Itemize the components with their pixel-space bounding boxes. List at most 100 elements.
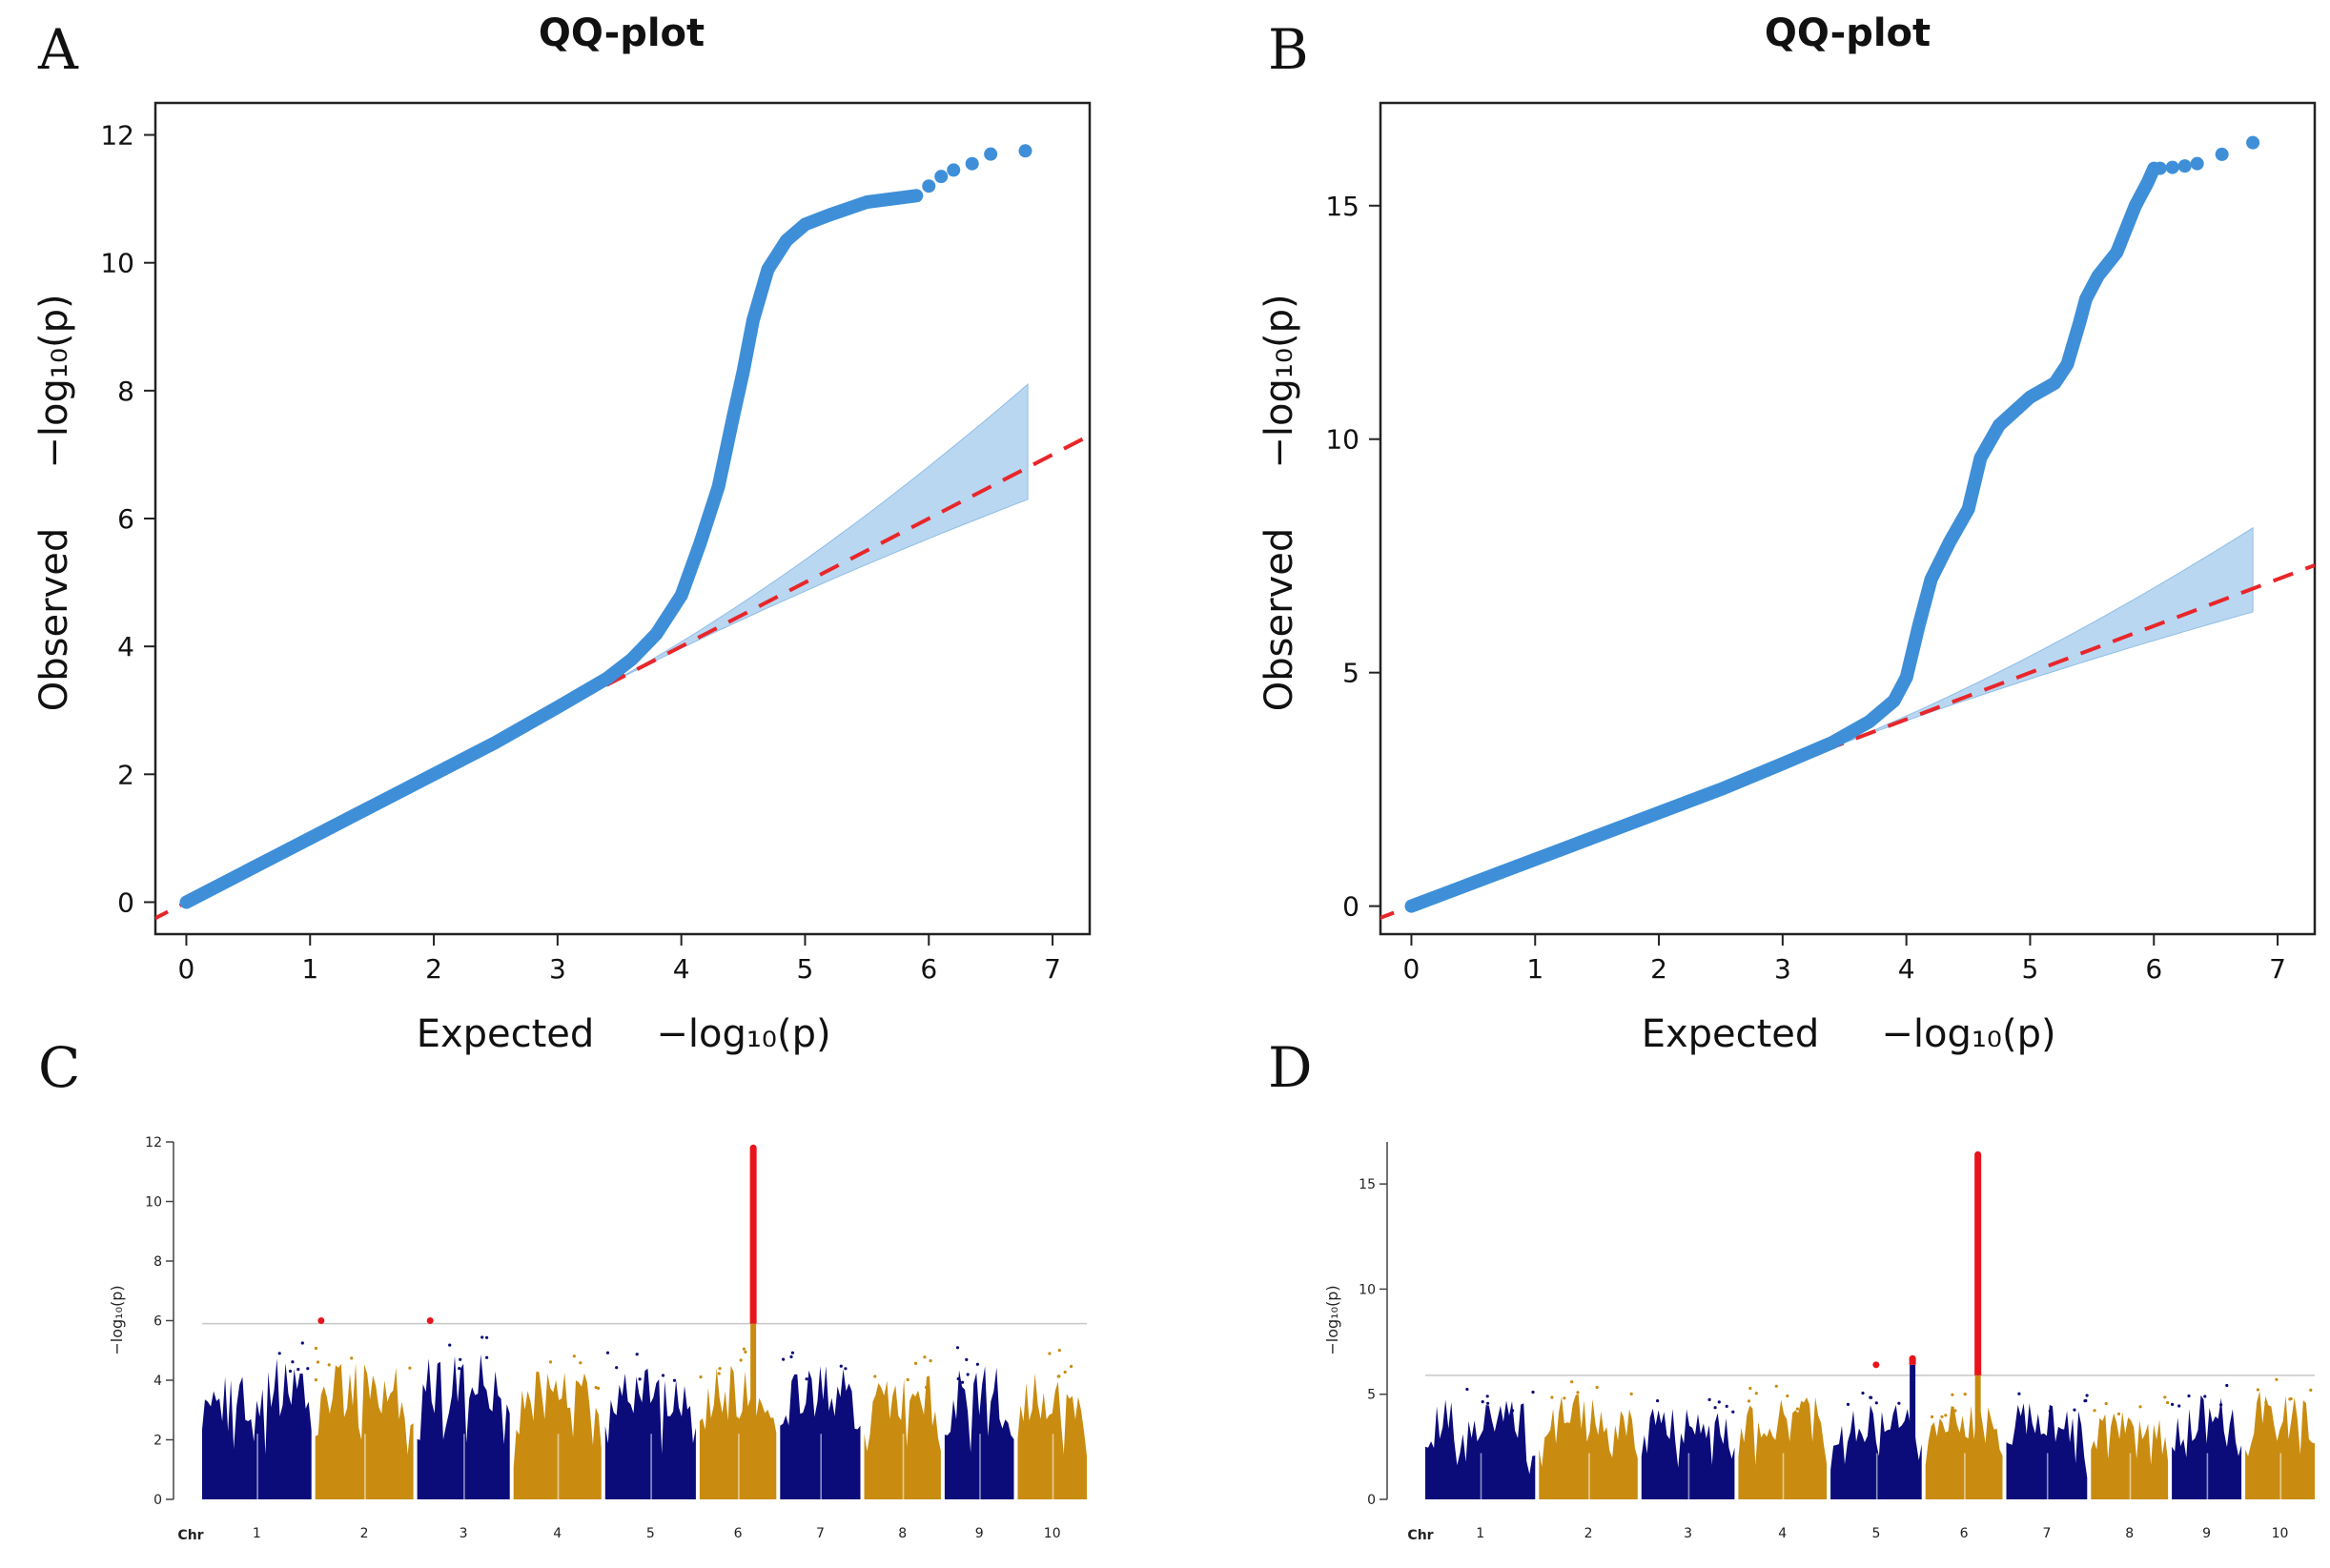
outlier-point-c-4-4 <box>594 1386 598 1390</box>
chromosome-label-d-8: 8 <box>2125 1526 2134 1541</box>
outlier-point-c-4-6 <box>579 1361 582 1365</box>
chromosome-label-c-10: 10 <box>1044 1526 1061 1541</box>
outlier-point-c-7-6 <box>839 1364 843 1368</box>
chromosome-block-c-3 <box>417 1354 510 1499</box>
chromosome-block-d-1 <box>1425 1399 1536 1499</box>
chromosome-label-c-7: 7 <box>816 1526 825 1541</box>
x-axis-ticks-a: 0 1 2 3 4 5 6 7 <box>178 934 1061 985</box>
peak-stem-c-1 <box>750 1323 757 1499</box>
chromosome-notch-d-8 <box>2129 1453 2132 1499</box>
outlier-point-d-7-6 <box>2048 1409 2052 1413</box>
outlier-point-c-6-5 <box>744 1350 747 1354</box>
outlier-point-d-3-5 <box>1731 1410 1735 1414</box>
chromosome-blocks-d <box>1425 1377 2315 1499</box>
chromosome-notch-d-2 <box>1588 1453 1590 1499</box>
outlier-point-d-4-1 <box>1748 1386 1752 1391</box>
chromosome-block-d-6 <box>1925 1405 2003 1499</box>
x-axis-ticks-b: 0 1 2 3 4 5 6 7 <box>1403 934 2286 985</box>
x-tick-label-b-2: 2 <box>1650 953 1667 985</box>
outlier-point-c-10-5 <box>1070 1364 1073 1369</box>
outlier-point-d-8-5 <box>2138 1405 2142 1409</box>
x-tick-label-b-6: 6 <box>2145 953 2162 985</box>
outlier-point-d-6-6 <box>1951 1393 1954 1396</box>
outlier-point-d-8-3 <box>2166 1400 2170 1405</box>
outlier-point-c-9-5 <box>975 1362 979 1366</box>
outlier-point-d-2-2 <box>1563 1396 1566 1400</box>
outlier-point-c-1-6 <box>306 1367 310 1371</box>
y-tick-label-c-10: 10 <box>145 1195 162 1211</box>
outlier-point-c-2-2 <box>408 1366 412 1370</box>
chromosome-label-c-5: 5 <box>646 1526 655 1541</box>
x-tick-label-a-7: 7 <box>1044 953 1061 985</box>
outlier-point-c-1-5 <box>277 1352 281 1355</box>
chromosome-notch-c-9 <box>979 1434 981 1499</box>
outlier-point-d-1-4 <box>1511 1409 1515 1413</box>
observed-point-a-1 <box>922 179 936 193</box>
outlier-point-c-9-4 <box>966 1373 970 1376</box>
qq-title-a: QQ-plot <box>539 11 705 55</box>
x-tick-label-b-3: 3 <box>1774 953 1791 985</box>
outlier-point-d-6-2 <box>1931 1415 1934 1418</box>
outlier-point-d-2-5 <box>1629 1392 1633 1395</box>
chromosome-label-d-10: 10 <box>2272 1526 2289 1541</box>
outlier-point-d-7-1 <box>2073 1408 2076 1412</box>
chromosome-label-c-4: 4 <box>553 1526 562 1541</box>
chromosome-notch-d-6 <box>1964 1453 1966 1499</box>
x-tick-label-b-0: 0 <box>1403 953 1420 985</box>
y-tick-label-c-6: 6 <box>153 1314 162 1330</box>
outlier-point-c-5-3 <box>605 1351 610 1354</box>
confidence-band-a <box>594 383 1029 692</box>
outlier-point-c-10-2 <box>1057 1349 1061 1353</box>
outlier-point-d-1-1 <box>1531 1390 1535 1395</box>
outlier-point-d-10-4 <box>2256 1388 2259 1392</box>
outlier-point-c-8-3 <box>929 1359 932 1363</box>
chromosome-label-d-2: 2 <box>1584 1526 1593 1541</box>
x-tick-label-a-1: 1 <box>301 953 318 985</box>
chromosome-notch-c-4 <box>557 1434 560 1499</box>
outlier-point-c-8-5 <box>924 1385 929 1390</box>
y-axis-label-b: Observed <box>1257 528 1301 711</box>
expected-line-b <box>1380 563 2315 920</box>
outlier-point-d-2-6 <box>1595 1385 1599 1390</box>
outlier-point-c-8-6 <box>906 1377 910 1382</box>
y-axis-label-d: −log₁₀(p) <box>1323 1285 1341 1354</box>
observed-point-b-4 <box>2190 156 2204 171</box>
confidence-band-b <box>1819 526 2254 753</box>
outlier-point-c-3-6 <box>448 1343 452 1347</box>
chromosome-label-c-3: 3 <box>460 1526 468 1541</box>
chromosome-label-c-2: 2 <box>360 1526 369 1541</box>
expected-diagonal-b <box>1380 563 2315 920</box>
outlier-point-c-10-3 <box>1048 1352 1052 1355</box>
chromosome-notch-c-1 <box>256 1434 258 1499</box>
outlier-point-c-4-5 <box>572 1354 576 1358</box>
outlier-point-c-3-3 <box>485 1335 489 1339</box>
outlier-point-d-3-1 <box>1725 1404 1728 1408</box>
outlier-point-d-3-6 <box>1713 1406 1717 1410</box>
outlier-point-d-7-5 <box>2085 1394 2089 1397</box>
outlier-point-c-1-4 <box>300 1341 304 1345</box>
outlier-point-c-2-3 <box>314 1378 317 1382</box>
outlier-point-d-8-1 <box>2104 1401 2108 1406</box>
peak-point-d-3 <box>1872 1361 1880 1369</box>
outlier-point-d-10-6 <box>2309 1388 2313 1392</box>
outlier-point-c-7-5 <box>782 1357 786 1361</box>
observed-point-a-3 <box>947 163 961 177</box>
outlier-point-c-9-6 <box>956 1376 960 1381</box>
outlier-point-d-1-3 <box>1485 1395 1489 1398</box>
x-axis-label-b: Expected <box>1642 1012 1820 1056</box>
chromosome-block-d-7 <box>2006 1403 2088 1499</box>
chr-axis-label-d: Chr <box>1407 1528 1433 1543</box>
chromosome-label-d-6: 6 <box>1960 1526 1969 1541</box>
y-tick-label-b-15: 15 <box>1325 191 1359 222</box>
chromosome-notch-d-1 <box>1480 1453 1482 1499</box>
outlier-point-d-5-5 <box>1897 1401 1901 1405</box>
outlier-point-d-1-5 <box>1465 1387 1469 1392</box>
outlier-point-d-6-1 <box>1963 1393 1967 1396</box>
outlier-point-d-4-5 <box>1774 1384 1778 1388</box>
outlier-point-d-10-3 <box>2289 1396 2293 1401</box>
peak-point-c-3 <box>426 1317 434 1324</box>
peak-top-c-1 <box>749 1144 757 1151</box>
observed-point-b-2 <box>2165 160 2179 174</box>
y-tick-label-c-12: 12 <box>145 1135 162 1151</box>
outlier-point-d-6-4 <box>1953 1409 1957 1413</box>
